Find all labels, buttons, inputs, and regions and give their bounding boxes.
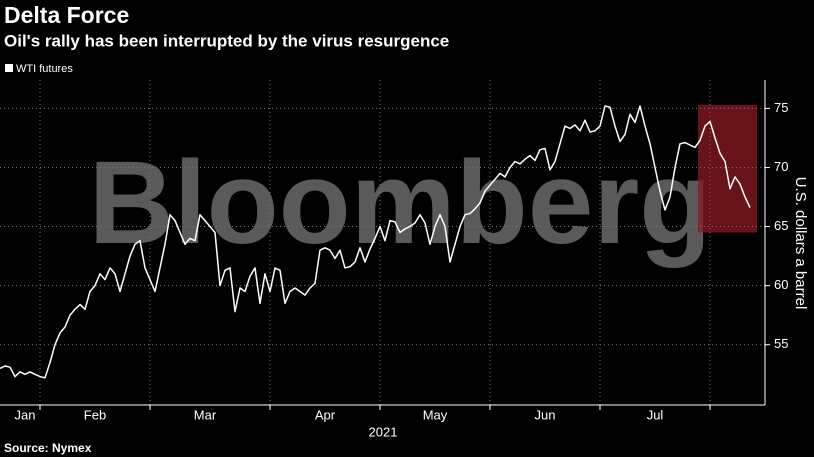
legend-label: WTI futures [16, 63, 73, 75]
x-tick-label: Feb [84, 407, 106, 422]
legend-swatch [5, 64, 13, 72]
x-tick-label: Jan [15, 407, 36, 422]
chart-title: Delta Force [4, 2, 129, 28]
highlight-box [698, 104, 757, 233]
x-tick-label: Jun [535, 407, 556, 422]
chart-subtitle: Oil's rally has been interrupted by the … [4, 31, 449, 50]
y-tick-label: 55 [774, 336, 788, 351]
y-tick-label: 75 [774, 100, 788, 115]
y-tick-label: 60 [774, 277, 788, 292]
y-axis-title: U.S. dollars a barrel [792, 177, 809, 310]
watermark: Bloomberg [89, 137, 712, 269]
x-axis-title: 2021 [369, 424, 398, 439]
x-tick-label: May [423, 407, 448, 422]
x-tick-label: Apr [315, 407, 336, 422]
source: Source: Nymex [4, 441, 92, 455]
x-tick-label: Mar [194, 407, 217, 422]
y-tick-label: 65 [774, 218, 788, 233]
data-line [0, 105, 751, 379]
y-tick-label: 70 [774, 159, 788, 174]
x-tick-label: Jul [647, 407, 664, 422]
